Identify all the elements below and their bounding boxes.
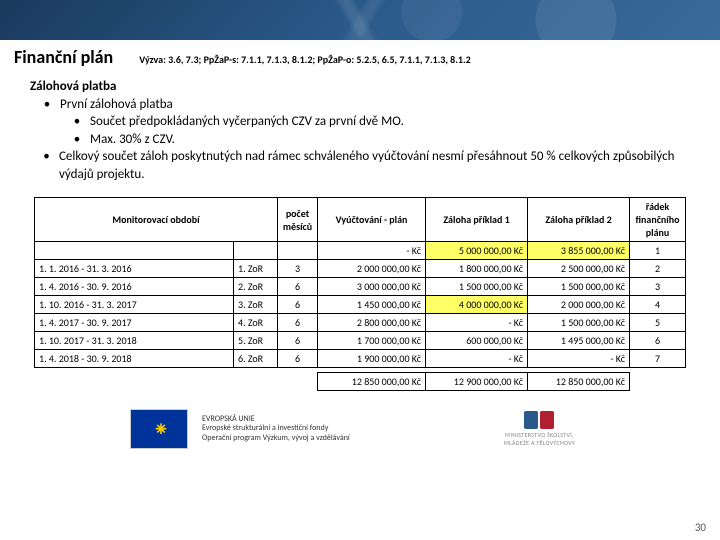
total-vyuc: 12 850 000,00 Kč (318, 373, 426, 391)
cell-period (35, 242, 234, 260)
col-vyuc: Vyúčtování - plán (318, 198, 426, 242)
title-row: Finanční plán Výzva: 3.6, 7.3; PpŽaP-s: … (0, 40, 720, 72)
cell-vyuc: 2 000 000,00 Kč (318, 260, 426, 278)
total-zal2: 12 850 000,00 Kč (528, 373, 630, 391)
cell-vyuc: - Kč (318, 242, 426, 260)
col-radek: řádek finančního plánu (630, 198, 686, 242)
cell-zor: 5. ZoR (234, 332, 278, 350)
cell-months (278, 242, 318, 260)
eu-stars-icon: ⁕ (131, 410, 187, 448)
bullet-level1: • Celkový součet záloh poskytnutých nad … (30, 148, 690, 183)
cell-zor: 3. ZoR (234, 296, 278, 314)
table-row: - Kč5 000 000,00 Kč3 855 000,00 Kč1 (35, 242, 686, 260)
cell-period: 1. 1. 2016 - 31. 3. 2016 (35, 260, 234, 278)
msmt-mark-icon (524, 411, 554, 429)
cell-zal2: 1 500 000,00 Kč (528, 314, 630, 332)
cell-zal2: 2 500 000,00 Kč (528, 260, 630, 278)
cell-vyuc: 1 700 000,00 Kč (318, 332, 426, 350)
cell-vyuc: 2 800 000,00 Kč (318, 314, 426, 332)
cell-months: 6 (278, 278, 318, 296)
cell-vyuc: 1 900 000,00 Kč (318, 350, 426, 368)
cell-period: 1. 4. 2016 - 30. 9. 2016 (35, 278, 234, 296)
cell-months: 3 (278, 260, 318, 278)
bullet-icon: • (42, 96, 52, 114)
cell-radek: 4 (630, 296, 686, 314)
table-row: 1. 10. 2016 - 31. 3. 20173. ZoR61 450 00… (35, 296, 686, 314)
msmt-block-red (540, 411, 554, 429)
msmt-logo: MINISTERSTVO ŠKOLSTVÍ, MLÁDEŽE A TĚLOVÝC… (504, 411, 575, 447)
cell-zal1: 5 000 000,00 Kč (426, 242, 528, 260)
cell-zor: 2. ZoR (234, 278, 278, 296)
cell-vyuc: 3 000 000,00 Kč (318, 278, 426, 296)
eu-line3: Operační program Výzkum, vývoj a vzděláv… (202, 434, 350, 444)
table-row: 1. 4. 2018 - 30. 9. 20186. ZoR61 900 000… (35, 350, 686, 368)
bullet-text: Součet předpokládaných vyčerpaných CZV z… (90, 113, 404, 131)
cell-months: 6 (278, 332, 318, 350)
page-subtitle: Výzva: 3.6, 7.3; PpŽaP-s: 7.1.1, 7.1.3, … (139, 53, 471, 66)
cell-period: 1. 10. 2016 - 31. 3. 2017 (35, 296, 234, 314)
col-period: Monitorovací období (35, 198, 278, 242)
table-totals-row: 12 850 000,00 Kč12 900 000,00 Kč12 850 0… (35, 373, 686, 391)
cell-zor: 4. ZoR (234, 314, 278, 332)
cell-months: 6 (278, 296, 318, 314)
bullet-level2: • Součet předpokládaných vyčerpaných CZV… (30, 113, 690, 131)
eu-text-block: EVROPSKÁ UNIE Evropské strukturální a in… (202, 415, 350, 444)
footer-logos: ⁕ EVROPSKÁ UNIE Evropské strukturální a … (0, 391, 720, 449)
eu-flag-icon: ⁕ (130, 409, 188, 449)
bullet-text: Max. 30% z CZV. (90, 131, 175, 149)
cell-zal1: - Kč (426, 314, 528, 332)
cell-zor: 1. ZoR (234, 260, 278, 278)
cell-period: 1. 10. 2017 - 31. 3. 2018 (35, 332, 234, 350)
bullet-text: První zálohová platba (60, 96, 173, 114)
cell-zal2: 3 855 000,00 Kč (528, 242, 630, 260)
cell-zal2: 1 495 000,00 Kč (528, 332, 630, 350)
bullet-level2: • Max. 30% z CZV. (30, 131, 690, 149)
col-months: počet měsíců (278, 198, 318, 242)
cell-period: 1. 4. 2017 - 30. 9. 2017 (35, 314, 234, 332)
cell-zal1: 600 000,00 Kč (426, 332, 528, 350)
cell-zor: 6. ZoR (234, 350, 278, 368)
cell-radek: 6 (630, 332, 686, 350)
total-zal1: 12 900 000,00 Kč (426, 373, 528, 391)
col-zal2: Záloha příklad 2 (528, 198, 630, 242)
cell-radek: 7 (630, 350, 686, 368)
cell-zal1: 1 500 000,00 Kč (426, 278, 528, 296)
cell-radek: 2 (630, 260, 686, 278)
cell-zal2: 2 000 000,00 Kč (528, 296, 630, 314)
table-row: 1. 1. 2016 - 31. 3. 20161. ZoR32 000 000… (35, 260, 686, 278)
cell-vyuc: 1 450 000,00 Kč (318, 296, 426, 314)
content-block: Zálohová platba • První zálohová platba … (0, 72, 720, 183)
page-number: 30 (695, 521, 706, 534)
table-container: Monitorovací období počet měsíců Vyúčtov… (0, 183, 720, 391)
header-banner (0, 0, 720, 40)
table-row: 1. 10. 2017 - 31. 3. 20185. ZoR61 700 00… (35, 332, 686, 350)
cell-zal2: - Kč (528, 350, 630, 368)
cell-period: 1. 4. 2018 - 30. 9. 2018 (35, 350, 234, 368)
finance-table: Monitorovací období počet měsíců Vyúčtov… (34, 197, 686, 391)
cell-radek: 3 (630, 278, 686, 296)
table-header-row: Monitorovací období počet měsíců Vyúčtov… (35, 198, 686, 242)
cell-radek: 5 (630, 314, 686, 332)
cell-zor (234, 242, 278, 260)
cell-zal2: 1 500 000,00 Kč (528, 278, 630, 296)
cell-zal1: 4 000 000,00 Kč (426, 296, 528, 314)
table-row: 1. 4. 2017 - 30. 9. 20174. ZoR62 800 000… (35, 314, 686, 332)
bullet-icon: • (72, 113, 82, 131)
table-row: 1. 4. 2016 - 30. 9. 20162. ZoR63 000 000… (35, 278, 686, 296)
bullet-icon: • (72, 131, 82, 149)
msmt-line2: MLÁDEŽE A TĚLOVÝCHOVY (504, 439, 575, 447)
bullet-icon: • (42, 148, 51, 183)
cell-zal1: 1 800 000,00 Kč (426, 260, 528, 278)
bullet-level1: • První zálohová platba (30, 96, 690, 114)
section-heading: Zálohová platba (30, 78, 690, 96)
col-zal1: Záloha příklad 1 (426, 198, 528, 242)
cell-months: 6 (278, 350, 318, 368)
msmt-line1: MINISTERSTVO ŠKOLSTVÍ, (505, 431, 574, 439)
cell-radek: 1 (630, 242, 686, 260)
cell-zal1: - Kč (426, 350, 528, 368)
page-title: Finanční plán (14, 46, 113, 68)
msmt-block-blue (524, 411, 538, 429)
bullet-text: Celkový součet záloh poskytnutých nad rá… (59, 148, 690, 183)
cell-months: 6 (278, 314, 318, 332)
